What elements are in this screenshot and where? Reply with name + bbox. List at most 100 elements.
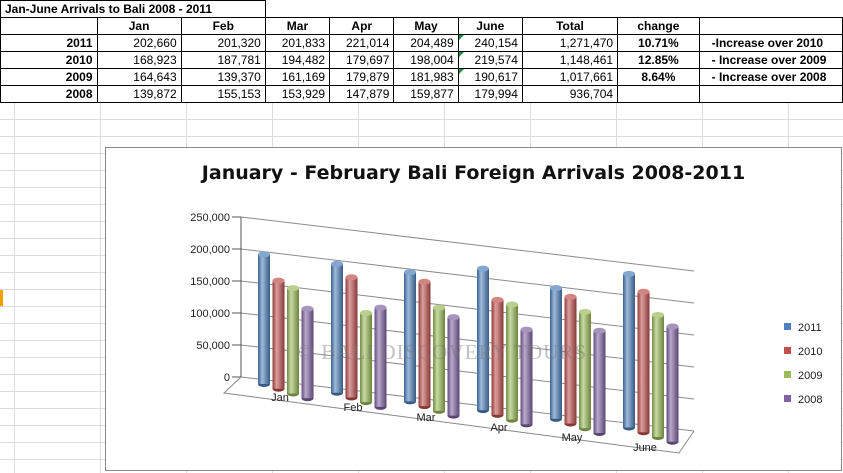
table-cell: 936,704: [521, 85, 619, 103]
table-cell: 1,017,661: [521, 68, 619, 86]
bar-2011-mar: [404, 269, 416, 405]
column-header: Feb: [180, 17, 266, 35]
table-cell: 202,660: [96, 34, 182, 52]
table-cell: 219,574: [457, 51, 523, 69]
arrivals-table: Jan-June Arrivals to Bali 2008 - 2011 Ja…: [0, 0, 843, 103]
table-title: Jan-June Arrivals to Bali 2008 - 2011: [0, 0, 266, 18]
legend-swatch-2010: [784, 347, 791, 354]
column-header: Total: [521, 17, 619, 35]
bar-2008-mar: [447, 314, 460, 419]
table-cell: 204,489: [393, 34, 459, 52]
gridline: [240, 248, 695, 304]
bar-2009-june: [652, 311, 664, 440]
table-header-row: Jan Feb Mar Apr May June Total change: [0, 17, 843, 35]
table-cell: 221,014: [329, 34, 395, 52]
table-cell: - Increase over 2009: [698, 51, 843, 69]
table-cell: - Increase over 2008: [698, 68, 843, 86]
bar-2011-jan: [258, 251, 270, 388]
table-cell: 8.64%: [617, 68, 700, 86]
y-tick-label: 50,000: [196, 340, 230, 352]
y-tick-label: 250,000: [190, 212, 230, 224]
table-cell: 1,148,461: [521, 51, 619, 69]
table-row: 2008 139,872 155,153 153,929 147,879 159,877 1…: [0, 85, 843, 103]
column-header: Mar: [264, 17, 331, 35]
bar-2009-feb: [360, 309, 372, 406]
table-row: 2009 164,643 139,370 161,169 179,879 181,983 1…: [0, 68, 843, 86]
x-tick-label: Jan: [271, 392, 289, 404]
table-cell: 240,154: [457, 34, 523, 52]
bar-2010-may: [564, 293, 577, 427]
table-cell: 179,994: [457, 85, 523, 103]
chart-area[interactable]: January - February Bali Foreign Arrivals…: [105, 147, 842, 471]
x-tick-label: Apr: [490, 422, 507, 434]
row-selection-marker: [0, 290, 3, 306]
table-cell: 201,833: [264, 34, 331, 52]
table-cell: 194,482: [264, 51, 331, 69]
bar-2010-mar: [418, 278, 431, 410]
bar-2009-apr: [506, 301, 518, 423]
gridline: [240, 280, 695, 336]
legend-swatch-2011: [784, 323, 791, 330]
table-cell: 139,872: [96, 85, 182, 103]
table-cell: 147,879: [329, 85, 395, 103]
table-cell: 12.85%: [617, 51, 700, 69]
bar-2010-feb: [345, 274, 358, 401]
y-tick-label: 200,000: [190, 244, 230, 256]
table-cell: 181,983: [393, 68, 459, 86]
bar-2010-apr: [491, 296, 504, 418]
table-cell: 2008: [0, 85, 98, 103]
chart-title: January - February Bali Foreign Arrivals…: [201, 162, 746, 184]
column-header: May: [393, 17, 459, 35]
gridline: [240, 312, 695, 368]
column-header: [0, 17, 98, 35]
gridline: [240, 376, 695, 432]
y-tick-label: 0: [224, 372, 230, 384]
y-tick-label: 150,000: [190, 276, 230, 288]
y-tick-label: 100,000: [190, 308, 230, 320]
table-cell: 155,153: [180, 85, 266, 103]
column-header: Jan: [96, 17, 182, 35]
bar-2009-jan: [287, 285, 299, 397]
table-row: 2010 168,923 187,781 194,482 179,697 198,004 2…: [0, 51, 843, 69]
bar-2008-jan: [301, 305, 314, 402]
table-cell: 2010: [0, 51, 98, 69]
table-cell: -Increase over 2010: [698, 34, 843, 52]
bar-2009-mar: [433, 304, 445, 414]
x-tick-label: Mar: [417, 412, 436, 424]
bar-2008-feb: [374, 304, 387, 410]
legend-label: 2008: [798, 394, 822, 406]
x-tick-label: June: [633, 442, 657, 454]
legend-label: 2009: [798, 370, 822, 382]
x-tick-label: May: [562, 432, 583, 444]
table-row: 2011 202,660 201,320 201,833 221,014 204,489 2…: [0, 34, 843, 52]
bar-2010-june: [637, 288, 650, 436]
table-cell: [698, 85, 843, 103]
table-cell: 168,923: [96, 51, 182, 69]
table-cell: 10.71%: [617, 34, 700, 52]
legend-label: 2011: [798, 322, 822, 334]
legend-label: 2010: [798, 346, 822, 358]
table-cell: 190,617: [457, 68, 523, 86]
bar-2011-apr: [477, 265, 489, 414]
column-header: change: [617, 17, 700, 35]
bar-2011-june: [623, 270, 635, 431]
gridline: [240, 216, 695, 272]
table-cell: 2011: [0, 34, 98, 52]
table-cell: 201,320: [180, 34, 266, 52]
column-header: Apr: [329, 17, 395, 35]
column-header: June: [457, 17, 523, 35]
x-tick-label: Feb: [344, 402, 363, 414]
table-cell: 2009: [0, 68, 98, 86]
legend-swatch-2009: [784, 371, 791, 378]
table-cell: 159,877: [393, 85, 459, 103]
table-cell: 179,879: [329, 68, 395, 86]
bar-2009-may: [579, 308, 591, 432]
bar-2008-may: [593, 327, 606, 437]
column-header: [698, 17, 843, 35]
bar-2008-june: [666, 323, 679, 445]
table-cell: 164,643: [96, 68, 182, 86]
legend-swatch-2008: [784, 395, 791, 402]
table-cell: 1,271,470: [521, 34, 619, 52]
table-cell: 139,370: [180, 68, 266, 86]
table-cell: 153,929: [264, 85, 331, 103]
